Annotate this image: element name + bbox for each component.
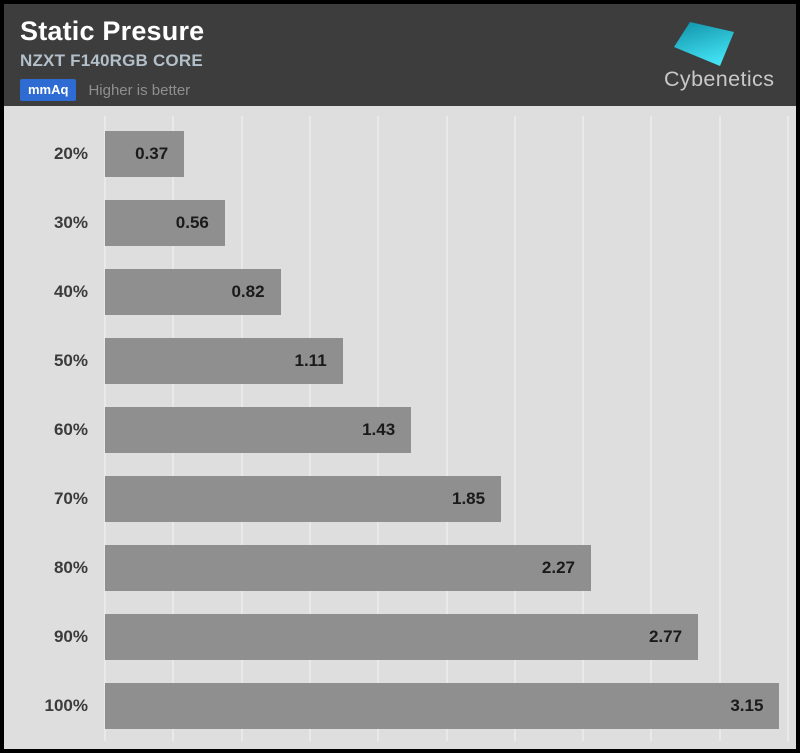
bar-row: 30% 0.56 bbox=[4, 188, 788, 257]
bar: 1.43 bbox=[105, 406, 412, 453]
category-label: 60% bbox=[53, 419, 88, 439]
badge-row: mmAq Higher is better bbox=[20, 79, 780, 102]
bar-value-label: 3.15 bbox=[730, 695, 764, 715]
bar-value-label: 0.82 bbox=[231, 281, 265, 301]
category-label: 70% bbox=[53, 488, 88, 508]
bar: 0.82 bbox=[105, 268, 281, 315]
category-label: 50% bbox=[53, 350, 88, 370]
bar-track: 0.37 bbox=[105, 130, 788, 177]
bar-track: 2.77 bbox=[105, 613, 788, 660]
bar-row: 80% 2.27 bbox=[4, 533, 788, 602]
bar-track: 2.27 bbox=[105, 544, 788, 591]
bar: 0.56 bbox=[105, 199, 225, 246]
chart-plot-area: 20% 0.37 30% 0.56 40% 0.82 50% 1.11 60% 1.43 70% 1.… bbox=[4, 106, 796, 749]
chart-header: Static Presure NZXT F140RGB CORE mmAq Hi… bbox=[4, 4, 796, 106]
bar: 2.27 bbox=[105, 544, 592, 591]
bar-row: 20% 0.37 bbox=[4, 119, 788, 188]
higher-is-better-note: Higher is better bbox=[88, 81, 191, 99]
bar-value-label: 0.37 bbox=[135, 143, 169, 163]
bar-track: 1.11 bbox=[105, 337, 788, 384]
bar-row: 70% 1.85 bbox=[4, 464, 788, 533]
bar-track: 0.82 bbox=[105, 268, 788, 315]
category-label: 40% bbox=[53, 281, 88, 301]
chart-subtitle: NZXT F140RGB CORE bbox=[20, 51, 203, 71]
bar: 1.85 bbox=[105, 475, 502, 522]
bar-row: 60% 1.43 bbox=[4, 395, 788, 464]
bar-track: 1.43 bbox=[105, 406, 788, 453]
logo-mark-icon bbox=[674, 22, 734, 66]
bar: 1.11 bbox=[105, 337, 343, 384]
bar-value-label: 1.11 bbox=[294, 350, 327, 370]
logo-wordmark: Cybenetics bbox=[664, 67, 774, 91]
category-label: 20% bbox=[53, 143, 88, 163]
bar-value-label: 1.85 bbox=[452, 488, 486, 508]
bar-value-label: 1.43 bbox=[362, 419, 396, 439]
bar-track: 0.56 bbox=[105, 199, 788, 246]
bar-value-label: 2.27 bbox=[541, 557, 576, 577]
bar-row: 90% 2.77 bbox=[4, 602, 788, 671]
bar-rows-container: 20% 0.37 30% 0.56 40% 0.82 50% 1.11 60% 1.43 70% 1.… bbox=[4, 106, 796, 740]
bar: 2.77 bbox=[105, 613, 699, 660]
bar-row: 50% 1.11 bbox=[4, 326, 788, 395]
page-title: Static Presure bbox=[20, 16, 205, 46]
bar: 0.37 bbox=[105, 130, 185, 177]
category-label: 30% bbox=[53, 212, 88, 232]
bar-track: 3.15 bbox=[105, 682, 788, 729]
bar-row: 100% 3.15 bbox=[4, 671, 788, 740]
cybenetics-logo: Cybenetics bbox=[664, 22, 774, 91]
bar-track: 1.85 bbox=[105, 475, 788, 522]
bar-row: 40% 0.82 bbox=[4, 257, 788, 326]
bar-value-label: 0.56 bbox=[175, 212, 209, 232]
category-label: 90% bbox=[53, 626, 88, 646]
bar-value-label: 2.77 bbox=[648, 626, 683, 646]
bar: 3.15 bbox=[105, 682, 780, 729]
category-label: 80% bbox=[53, 557, 88, 577]
unit-badge: mmAq bbox=[20, 79, 77, 102]
category-label: 100% bbox=[44, 695, 88, 715]
